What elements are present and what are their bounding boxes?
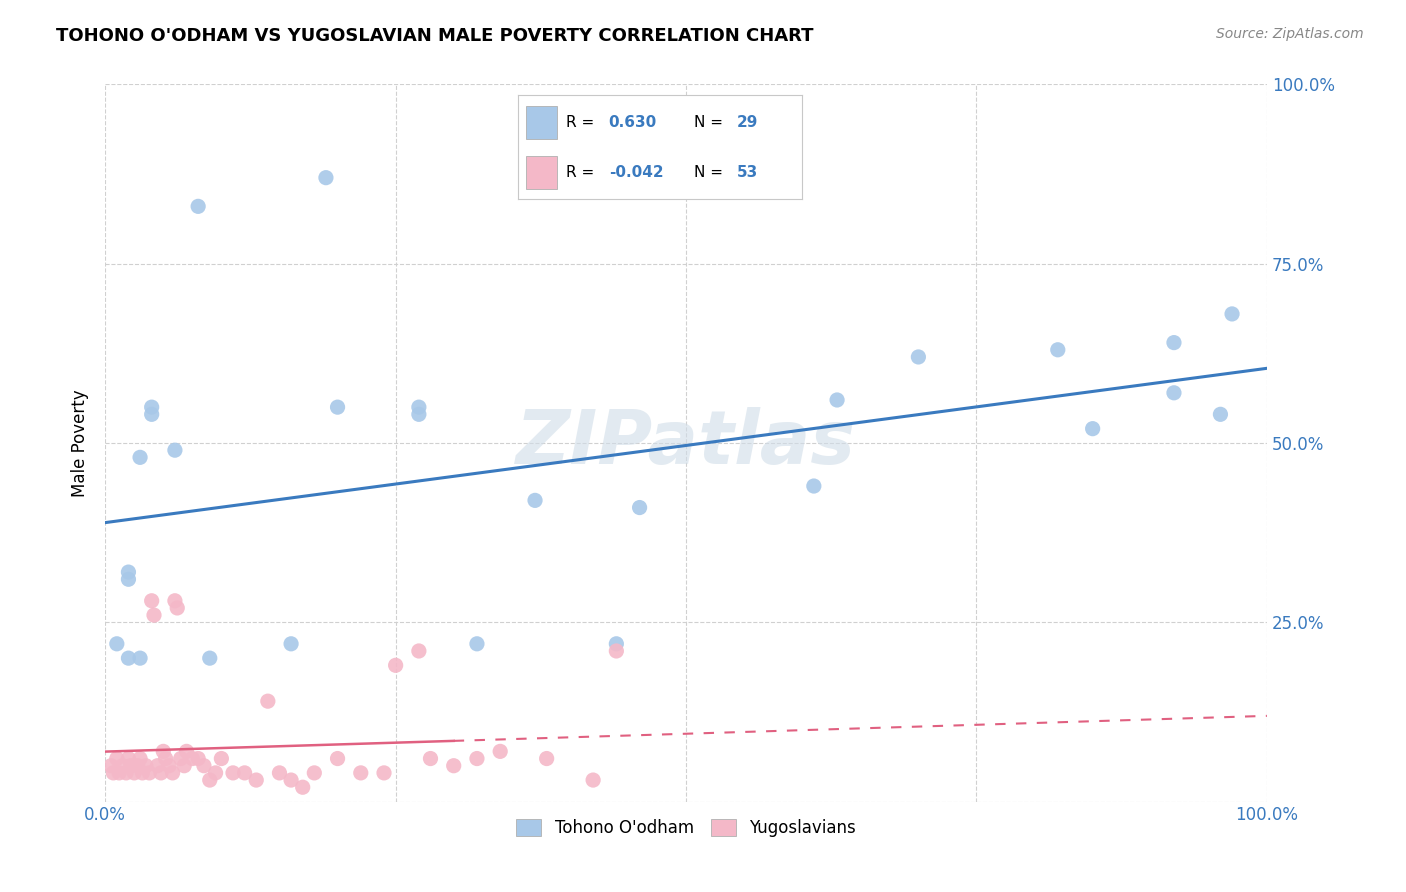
Point	[152, 744, 174, 758]
Point	[122, 765, 145, 780]
Point	[193, 758, 215, 772]
Point	[222, 765, 245, 780]
Point	[257, 694, 280, 708]
Point	[465, 637, 488, 651]
Point	[605, 644, 627, 658]
Point	[181, 751, 204, 765]
Text: Source: ZipAtlas.com: Source: ZipAtlas.com	[1216, 27, 1364, 41]
Point	[141, 407, 163, 421]
Point	[129, 651, 152, 665]
Point	[166, 601, 188, 615]
Point	[233, 765, 256, 780]
Point	[605, 637, 627, 651]
Point	[1163, 385, 1185, 400]
Point	[100, 758, 122, 772]
Point	[141, 594, 163, 608]
Point	[524, 493, 547, 508]
Point	[163, 443, 186, 458]
Point	[198, 651, 221, 665]
Point	[157, 758, 180, 772]
Point	[269, 765, 291, 780]
Point	[117, 751, 139, 765]
Point	[117, 565, 139, 579]
Text: TOHONO O'ODHAM VS YUGOSLAVIAN MALE POVERTY CORRELATION CHART: TOHONO O'ODHAM VS YUGOSLAVIAN MALE POVER…	[56, 27, 814, 45]
Point	[176, 744, 198, 758]
Point	[141, 400, 163, 414]
Y-axis label: Male Poverty: Male Poverty	[72, 389, 89, 497]
Point	[408, 407, 430, 421]
Point	[280, 773, 302, 788]
Point	[149, 765, 172, 780]
Legend: Tohono O'odham, Yugoslavians: Tohono O'odham, Yugoslavians	[510, 812, 862, 844]
Point	[129, 450, 152, 465]
Point	[187, 751, 209, 765]
Point	[138, 765, 160, 780]
Point	[162, 765, 184, 780]
Point	[103, 765, 125, 780]
Point	[291, 780, 314, 795]
Point	[111, 758, 134, 772]
Point	[384, 658, 406, 673]
Point	[198, 773, 221, 788]
Point	[1209, 407, 1232, 421]
Point	[419, 751, 441, 765]
Point	[131, 765, 153, 780]
Point	[443, 758, 465, 772]
Point	[465, 751, 488, 765]
Point	[373, 765, 395, 780]
Point	[127, 758, 149, 772]
Point	[304, 765, 326, 780]
Point	[163, 594, 186, 608]
Point	[1081, 422, 1104, 436]
Point	[209, 751, 232, 765]
Point	[536, 751, 558, 765]
Point	[1220, 307, 1243, 321]
Point	[1046, 343, 1069, 357]
Point	[326, 751, 349, 765]
Point	[803, 479, 825, 493]
Point	[350, 765, 373, 780]
Point	[173, 758, 195, 772]
Point	[108, 765, 131, 780]
Point	[129, 751, 152, 765]
Point	[326, 400, 349, 414]
Point	[408, 400, 430, 414]
Point	[628, 500, 651, 515]
Point	[143, 608, 166, 623]
Point	[1163, 335, 1185, 350]
Point	[117, 572, 139, 586]
Point	[146, 758, 169, 772]
Point	[187, 199, 209, 213]
Point	[408, 644, 430, 658]
Point	[117, 651, 139, 665]
Point	[280, 637, 302, 651]
Point	[245, 773, 267, 788]
Text: ZIPatlas: ZIPatlas	[516, 407, 856, 480]
Point	[120, 758, 142, 772]
Point	[135, 758, 157, 772]
Point	[582, 773, 605, 788]
Point	[204, 765, 226, 780]
Point	[170, 751, 193, 765]
Point	[489, 744, 512, 758]
Point	[907, 350, 929, 364]
Point	[115, 765, 138, 780]
Point	[315, 170, 337, 185]
Point	[105, 637, 128, 651]
Point	[825, 392, 848, 407]
Point	[155, 751, 177, 765]
Point	[105, 751, 128, 765]
